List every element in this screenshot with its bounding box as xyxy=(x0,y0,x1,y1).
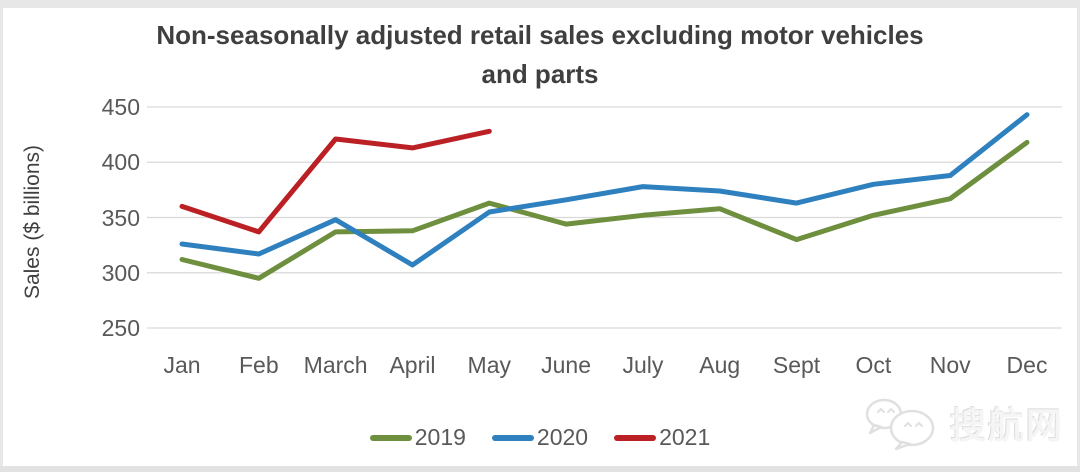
legend-item-2019: 2019 xyxy=(369,424,466,451)
legend: 2019 2020 2021 xyxy=(0,424,1080,451)
legend-label: 2020 xyxy=(536,424,589,450)
watermark-text: 搜航网 xyxy=(949,405,1064,446)
series-line-2019 xyxy=(179,139,1030,281)
x-tick-label: Jan xyxy=(163,352,201,378)
x-tick-label: May xyxy=(467,352,511,378)
chart-title: Non-seasonally adjusted retail sales exc… xyxy=(156,20,924,89)
y-tick-label: 400 xyxy=(101,149,140,176)
legend-item-2021: 2021 xyxy=(614,424,710,451)
y-tick-label: 350 xyxy=(101,204,140,231)
legend-swatch-2019 xyxy=(369,434,412,441)
chat-bubbles-logo-icon xyxy=(865,398,935,450)
watermark: 搜航网 xyxy=(860,396,1064,450)
y-tick-label: 450 xyxy=(101,94,140,120)
series-line-2021 xyxy=(179,128,492,235)
x-tick-label: Nov xyxy=(929,352,971,378)
y-tick-label: 300 xyxy=(101,259,140,286)
x-tick-label: April xyxy=(389,352,436,378)
legend-swatch-2020 xyxy=(491,434,534,441)
x-tick-label: Aug xyxy=(699,352,741,378)
legend-label: 2021 xyxy=(659,424,711,450)
x-tick-label: June xyxy=(541,352,592,378)
legend-label: 2019 xyxy=(414,424,466,450)
series-line-2020 xyxy=(179,112,1030,268)
x-tick-label: July xyxy=(622,352,664,378)
legend-item-2020: 2020 xyxy=(491,424,589,451)
y-tick-label: 250 xyxy=(101,315,140,341)
x-tick-label: Feb xyxy=(238,352,279,378)
x-tick-label: Sept xyxy=(772,352,821,378)
x-tick-label: Oct xyxy=(855,352,892,378)
x-tick-label: Dec xyxy=(1006,352,1048,378)
legend-swatch-2021 xyxy=(614,434,657,441)
x-tick-label: March xyxy=(303,352,368,378)
